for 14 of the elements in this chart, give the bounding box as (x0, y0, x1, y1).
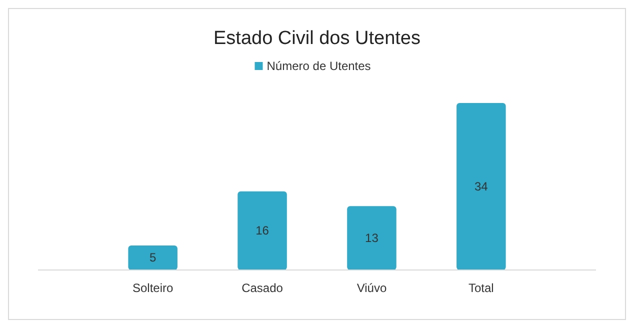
bar (238, 191, 287, 270)
bar (456, 103, 506, 270)
data-label: 16 (256, 224, 270, 238)
legend-label: Número de Utentes (266, 59, 371, 73)
data-label: 13 (365, 231, 379, 246)
bar (128, 245, 178, 270)
data-label: 34 (474, 180, 488, 194)
chart-title: Estado Civil dos Utentes (214, 28, 420, 49)
x-tick-label: Casado (242, 281, 284, 295)
x-tick-label: Solteiro (132, 281, 174, 295)
x-tick-label: Total (468, 281, 494, 295)
bar (347, 206, 396, 270)
x-tick-label: Viúvo (356, 281, 387, 295)
data-label: 5 (149, 250, 156, 265)
